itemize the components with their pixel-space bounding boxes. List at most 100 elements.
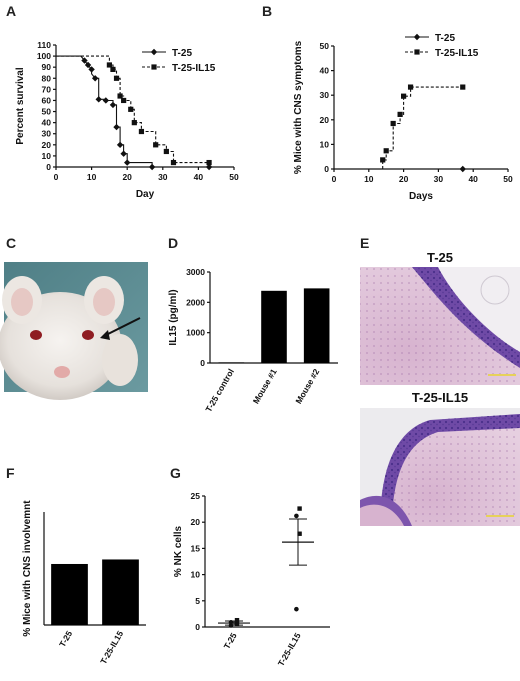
panel-c-mouse-photo — [0, 262, 148, 400]
chart-B-series-1-point — [460, 84, 466, 90]
chart-A-series-0-point — [88, 66, 95, 73]
chart-F-bar — [102, 559, 139, 625]
panel-f-cns-involvement-chart: T-25 T-25-IL15 % Mice with CNS involvemnt — [22, 500, 146, 666]
chart-D-y-tick-label: 1000 — [186, 328, 205, 338]
chart-B-series-1-point — [390, 120, 396, 127]
chart-A-series-0-point — [84, 61, 92, 69]
chart-B-series-1-point — [397, 111, 403, 117]
panel-e-histology: T-25 T-25-IL15 — [360, 250, 520, 526]
chart-A-y-tick-label: 20 — [42, 140, 52, 150]
panel-label-a: A — [6, 3, 16, 19]
chart-D-category-label: T-25 control — [203, 367, 236, 414]
chart-D-y-tick-label: 2000 — [186, 297, 205, 307]
panel-d-il15-bar-chart: 0 1000 2000 3000 T-25 control Mouse #1 Mouse #… — [168, 267, 338, 414]
chart-A-series-0-point — [120, 150, 127, 157]
chart-A-series-0-point — [81, 57, 88, 64]
chart-A-series-1-point — [117, 93, 123, 99]
chart-A-series-1-point — [106, 62, 112, 68]
chart-D-category-label: Mouse #2 — [293, 367, 321, 406]
chart-A-x-tick-label: 40 — [194, 172, 204, 182]
panel-e-bottom-title: T-25-IL15 — [412, 390, 468, 405]
chart-A-y-tick-label: 40 — [42, 118, 52, 128]
chart-B-x-tick-label: 30 — [434, 174, 444, 184]
chart-G-y-tick-label: 0 — [195, 622, 200, 632]
chart-A-legend-label: T-25 — [172, 48, 192, 59]
chart-A-y-tick-label: 110 — [37, 40, 51, 50]
chart-B-series-1-line — [382, 86, 463, 169]
chart-B-x-tick-label: 50 — [503, 174, 513, 184]
chart-A-series-0-point — [102, 97, 110, 104]
chart-A-y-axis-label: Percent survival — [15, 67, 26, 144]
arrow-icon — [103, 317, 141, 337]
panel-label-d: D — [168, 235, 178, 251]
chart-D-bar — [218, 362, 245, 363]
panel-label-f: F — [6, 465, 15, 481]
chart-F-category-label: T-25 — [57, 629, 74, 649]
chart-F-category-label: T-25-IL15 — [98, 629, 125, 666]
chart-G-point — [297, 531, 302, 536]
chart-A-series-0-point — [205, 163, 213, 171]
chart-A-x-tick-label: 20 — [122, 172, 132, 182]
chart-A-y-tick-label: 50 — [42, 107, 52, 117]
chart-B-series-1-point — [401, 93, 407, 99]
chart-B-y-tick-label: 30 — [320, 90, 330, 100]
chart-D-bar — [261, 290, 287, 363]
chart-B-x-tick-label: 40 — [468, 174, 478, 184]
chart-G-point — [297, 506, 302, 511]
chart-A-legend-label: T-25-IL15 — [172, 63, 216, 74]
chart-B-series-1-point — [383, 148, 389, 154]
panel-e-top-title: T-25 — [427, 250, 453, 265]
panel-label-c: C — [6, 235, 16, 251]
chart-D-bar — [303, 288, 330, 363]
chart-G-category-label: T-25 — [222, 631, 239, 651]
panel-g-nk-cells-chart: 0 5 10 15 20 25 T-25 T-25-IL15 % NK cells — [173, 491, 330, 668]
chart-A-x-tick-label: 30 — [158, 172, 168, 182]
chart-A-y-tick-label: 0 — [46, 162, 51, 172]
chart-G-y-tick-label: 10 — [191, 570, 201, 580]
panel-label-e: E — [360, 235, 369, 251]
chart-A-x-tick-label: 0 — [54, 172, 59, 182]
chart-D-category-label: Mouse #1 — [251, 367, 279, 406]
chart-B-y-tick-label: 40 — [320, 66, 330, 76]
chart-B-x-tick-label: 0 — [332, 174, 337, 184]
chart-A-legend-marker — [150, 48, 158, 56]
chart-D-y-tick-label: 3000 — [186, 267, 205, 277]
chart-G-point — [294, 513, 299, 519]
chart-A-series-0-point — [113, 123, 120, 131]
chart-B-y-axis-label: % Mice with CNS symptoms — [293, 40, 304, 174]
chart-A-x-axis-label: Day — [136, 189, 155, 200]
chart-B-series-1-point — [407, 84, 414, 90]
chart-B-legend-marker — [413, 33, 421, 41]
chart-B-series-0-point — [459, 165, 466, 173]
chart-A-series-1-point — [206, 159, 212, 166]
chart-A-y-tick-label: 30 — [42, 129, 52, 139]
chart-A-series-1-point — [128, 106, 134, 112]
chart-G-point — [234, 621, 240, 627]
chart-F-y-axis-label: % Mice with CNS involvemnt — [22, 500, 33, 637]
chart-B-y-tick-label: 20 — [320, 115, 330, 125]
chart-B-x-tick-label: 10 — [364, 174, 374, 184]
chart-D-y-tick-label: 0 — [200, 358, 205, 368]
chart-G-y-tick-label: 20 — [191, 517, 201, 527]
chart-B-legend-label: T-25 — [435, 33, 455, 44]
chart-G-y-tick-label: 15 — [191, 543, 201, 553]
chart-A-series-1-point — [113, 75, 120, 81]
chart-B-y-tick-label: 10 — [320, 139, 330, 149]
chart-A-x-tick-label: 10 — [87, 172, 97, 182]
chart-A-series-1-point — [138, 128, 145, 135]
chart-B-y-tick-label: 0 — [324, 164, 329, 174]
chart-A-y-tick-label: 100 — [37, 51, 51, 61]
chart-F-bar — [51, 563, 88, 625]
panel-label-b: B — [262, 3, 272, 19]
chart-A-series-1-point — [110, 66, 116, 72]
chart-A-series-1-point — [131, 120, 137, 126]
chart-A-series-1-point — [163, 148, 169, 155]
chart-A-y-tick-label: 10 — [42, 151, 52, 161]
chart-A-series-1-line — [56, 55, 210, 164]
panel-label-g: G — [170, 465, 181, 481]
chart-A-series-1-point — [153, 142, 159, 148]
chart-A-legend-marker — [151, 64, 157, 70]
chart-B-y-tick-label: 50 — [320, 41, 330, 51]
